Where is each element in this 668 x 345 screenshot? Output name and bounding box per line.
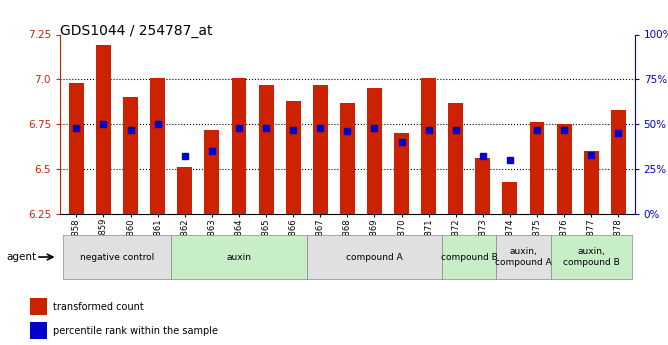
Bar [69,83,84,214]
Text: agent: agent [7,252,37,262]
Bar [150,78,165,214]
Bar [232,78,246,214]
Text: auxin,
compound B: auxin, compound B [563,247,620,267]
Bar [177,167,192,214]
Bar [367,88,382,214]
Text: transformed count: transformed count [53,302,144,312]
FancyBboxPatch shape [496,235,550,279]
Text: compound B: compound B [441,253,498,262]
Bar [394,133,409,214]
Text: auxin,
compound A: auxin, compound A [495,247,552,267]
Text: GDS1044 / 254787_at: GDS1044 / 254787_at [60,24,212,38]
Bar [422,78,436,214]
Text: auxin: auxin [226,253,251,262]
Bar [313,85,328,214]
Bar [476,158,490,214]
Bar [204,130,219,214]
Text: percentile rank within the sample: percentile rank within the sample [53,326,218,336]
Bar [556,124,572,214]
Bar [30,322,47,339]
Text: compound A: compound A [346,253,403,262]
Bar [530,122,544,214]
Bar [611,110,626,214]
FancyBboxPatch shape [63,235,171,279]
FancyBboxPatch shape [307,235,442,279]
Text: negative control: negative control [80,253,154,262]
Bar [259,85,273,214]
FancyBboxPatch shape [442,235,496,279]
Bar [123,97,138,214]
FancyBboxPatch shape [550,235,632,279]
FancyBboxPatch shape [171,235,307,279]
Bar [30,298,47,315]
Bar [448,103,463,214]
Bar [340,103,355,214]
Bar [286,101,301,214]
Bar [96,45,111,214]
Bar [584,151,599,214]
Bar [502,181,518,214]
